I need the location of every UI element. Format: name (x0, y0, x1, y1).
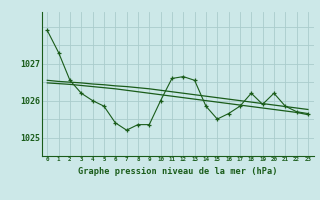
X-axis label: Graphe pression niveau de la mer (hPa): Graphe pression niveau de la mer (hPa) (78, 167, 277, 176)
